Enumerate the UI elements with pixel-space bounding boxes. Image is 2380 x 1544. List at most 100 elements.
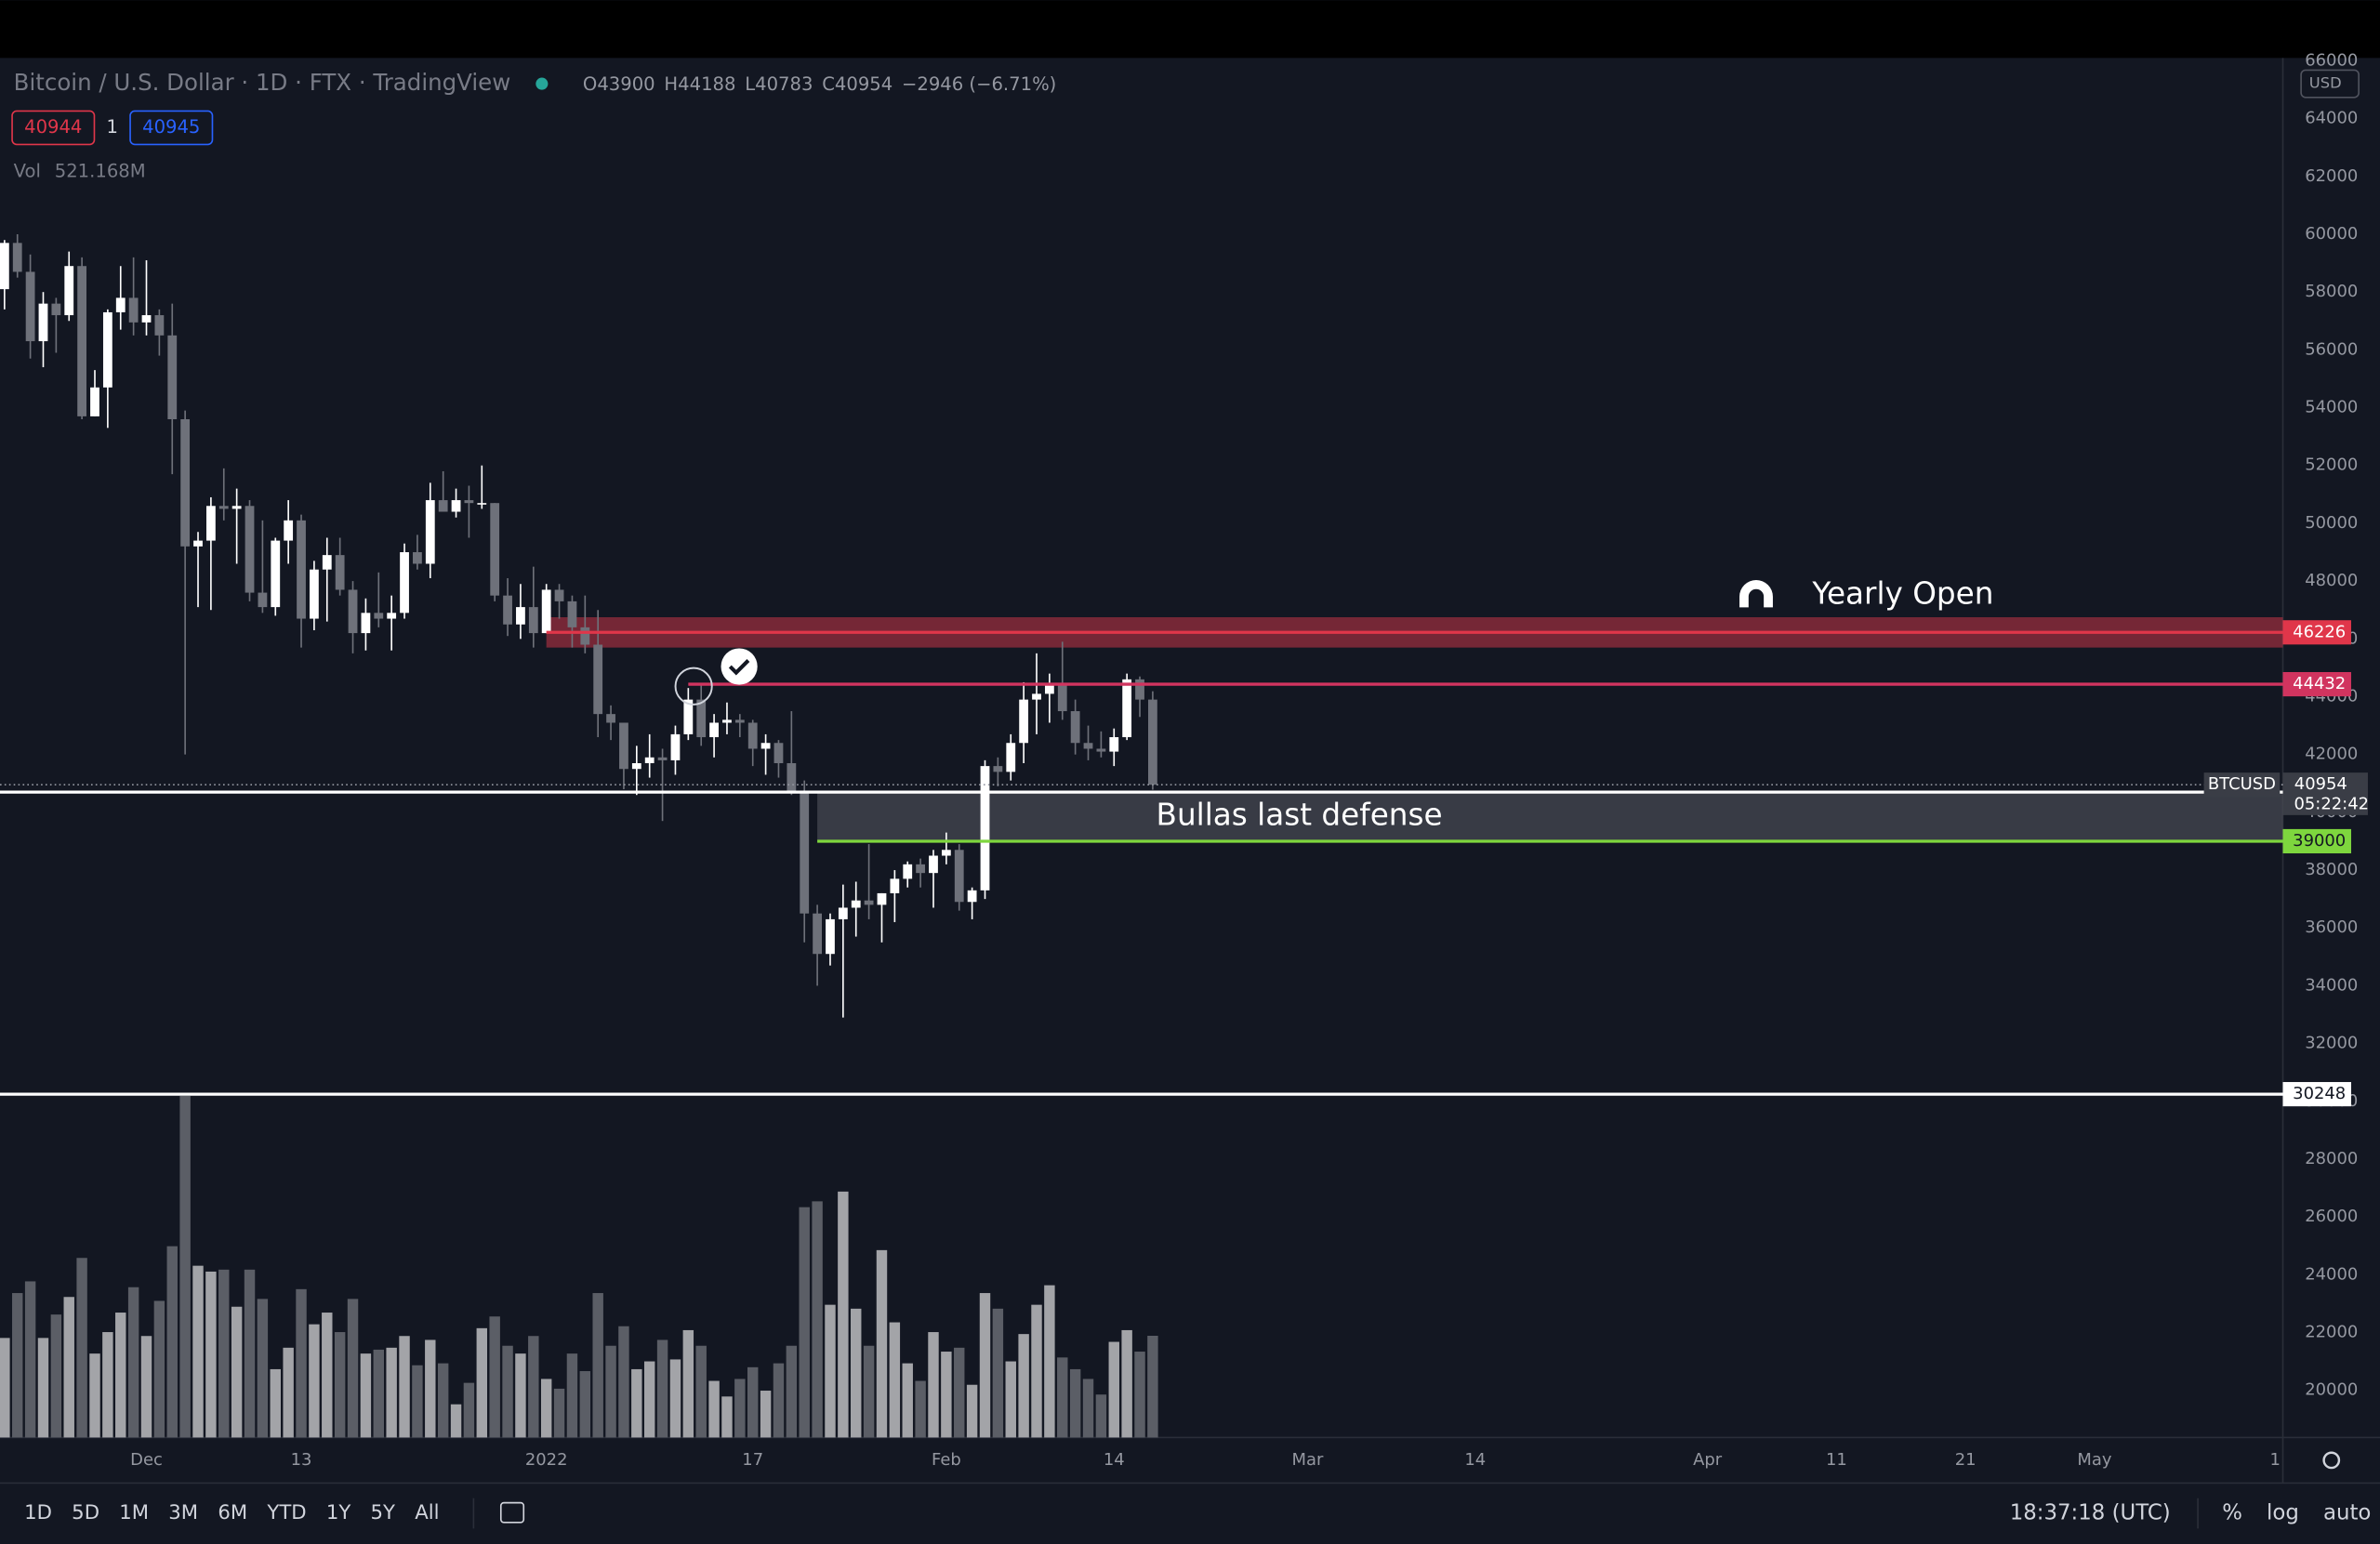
scale-option[interactable]: auto xyxy=(2323,1501,2371,1525)
volume-bar xyxy=(1031,1304,1042,1438)
candle-body xyxy=(787,763,797,793)
y-tick-label: 34000 xyxy=(2305,975,2358,995)
candle-body xyxy=(193,540,203,547)
volume-bar xyxy=(863,1345,875,1438)
marker-circle xyxy=(674,666,713,706)
candle-body xyxy=(438,500,448,512)
timeframe-button[interactable]: 1Y xyxy=(326,1501,351,1524)
candle-body xyxy=(916,864,926,874)
order-box-label: 40945 xyxy=(142,116,200,138)
volume-bar xyxy=(1095,1394,1107,1438)
timeframe-button[interactable]: 5D xyxy=(72,1501,99,1524)
candle-body xyxy=(800,792,810,914)
volume-bar xyxy=(218,1269,230,1438)
candle-body xyxy=(231,506,242,509)
volume-bar xyxy=(631,1368,642,1438)
volume-bar xyxy=(592,1293,603,1438)
timeframe-button[interactable]: 1D xyxy=(24,1501,52,1524)
candle-body xyxy=(25,271,35,342)
volume-bar xyxy=(1147,1335,1158,1438)
volume-bar xyxy=(1134,1352,1145,1438)
candle-body xyxy=(0,243,9,290)
candle-body xyxy=(361,613,371,634)
volume-bar xyxy=(231,1306,243,1438)
currency: USD xyxy=(2309,74,2342,92)
volume-bar xyxy=(579,1371,591,1438)
scale-option[interactable]: log xyxy=(2267,1501,2299,1525)
timeframe-button[interactable]: 3M xyxy=(168,1501,198,1524)
candle-body xyxy=(941,850,951,856)
candle-body xyxy=(154,315,165,336)
x-tick-label: Mar xyxy=(1291,1450,1323,1470)
volume-bar xyxy=(412,1365,423,1438)
candle-body xyxy=(709,722,719,738)
volume-bar xyxy=(102,1332,113,1438)
y-tick-label: 58000 xyxy=(2305,282,2358,301)
candle-body xyxy=(747,722,758,749)
volume-bar xyxy=(553,1388,565,1438)
candle-body xyxy=(490,503,500,596)
timeframe-button[interactable]: 1M xyxy=(119,1501,149,1524)
volume-bar xyxy=(334,1332,346,1438)
candle-body xyxy=(954,850,964,903)
timeframe-button[interactable]: 5Y xyxy=(371,1501,396,1524)
order-box[interactable] xyxy=(11,110,96,146)
candle-body xyxy=(51,303,61,316)
timeframe-button[interactable]: 6M xyxy=(218,1501,247,1524)
volume-bar xyxy=(179,1095,191,1438)
volume-bar xyxy=(786,1345,798,1438)
candle-body xyxy=(205,506,216,541)
candle-body xyxy=(1096,748,1106,752)
candle-body xyxy=(1147,699,1157,785)
ohlc-value: H44188 xyxy=(664,73,735,95)
candle-body xyxy=(722,719,732,723)
volume-bar xyxy=(515,1353,526,1438)
timeframe-button[interactable]: All xyxy=(415,1501,439,1524)
candle-body xyxy=(541,589,551,634)
y-tick-label: 56000 xyxy=(2305,339,2358,359)
volume-bar xyxy=(708,1380,720,1438)
volume-bar xyxy=(296,1288,307,1438)
top-bar xyxy=(0,0,2380,59)
volume-bar xyxy=(244,1269,256,1438)
volume-bar xyxy=(502,1345,513,1438)
candle-body xyxy=(400,552,409,614)
price-label-box xyxy=(2282,1082,2351,1107)
scale-option[interactable]: % xyxy=(2222,1501,2242,1525)
volume-bar xyxy=(915,1380,926,1438)
settings-icon[interactable] xyxy=(2322,1451,2341,1470)
volume-bar xyxy=(721,1396,733,1438)
volume-bar xyxy=(425,1339,436,1438)
price-label: 44432 xyxy=(2293,674,2346,693)
volume-bar xyxy=(399,1336,410,1438)
price-label: 30248 xyxy=(2293,1084,2346,1103)
y-tick-label: 36000 xyxy=(2305,917,2358,937)
y-tick-label: 22000 xyxy=(2305,1323,2358,1342)
volume-bar xyxy=(127,1287,139,1438)
price-label: 39000 xyxy=(2293,831,2346,851)
volume-bar xyxy=(476,1327,488,1438)
currency-box[interactable] xyxy=(2300,69,2360,99)
candle-body xyxy=(838,907,848,919)
candle-body xyxy=(1109,737,1119,752)
zone xyxy=(817,792,2283,841)
volume-bar xyxy=(89,1353,100,1438)
candle-body xyxy=(38,303,48,342)
candle-body xyxy=(218,506,229,509)
volume-bar xyxy=(270,1368,281,1438)
candle-body xyxy=(258,592,268,608)
date-range-icon[interactable] xyxy=(499,1501,525,1524)
order-box[interactable] xyxy=(129,110,214,146)
volume-bar xyxy=(1121,1329,1132,1438)
candle-body xyxy=(670,733,681,760)
y-tick-label: 48000 xyxy=(2305,571,2358,590)
y-tick-label: 38000 xyxy=(2305,860,2358,879)
price-label-box xyxy=(2282,620,2351,645)
timeframe-button[interactable]: YTD xyxy=(266,1501,306,1524)
price-label: 46226 xyxy=(2293,622,2346,641)
volume-bar xyxy=(192,1265,204,1438)
volume-bar xyxy=(799,1207,810,1438)
volume-bar xyxy=(0,1338,10,1438)
candle-body xyxy=(322,555,332,570)
